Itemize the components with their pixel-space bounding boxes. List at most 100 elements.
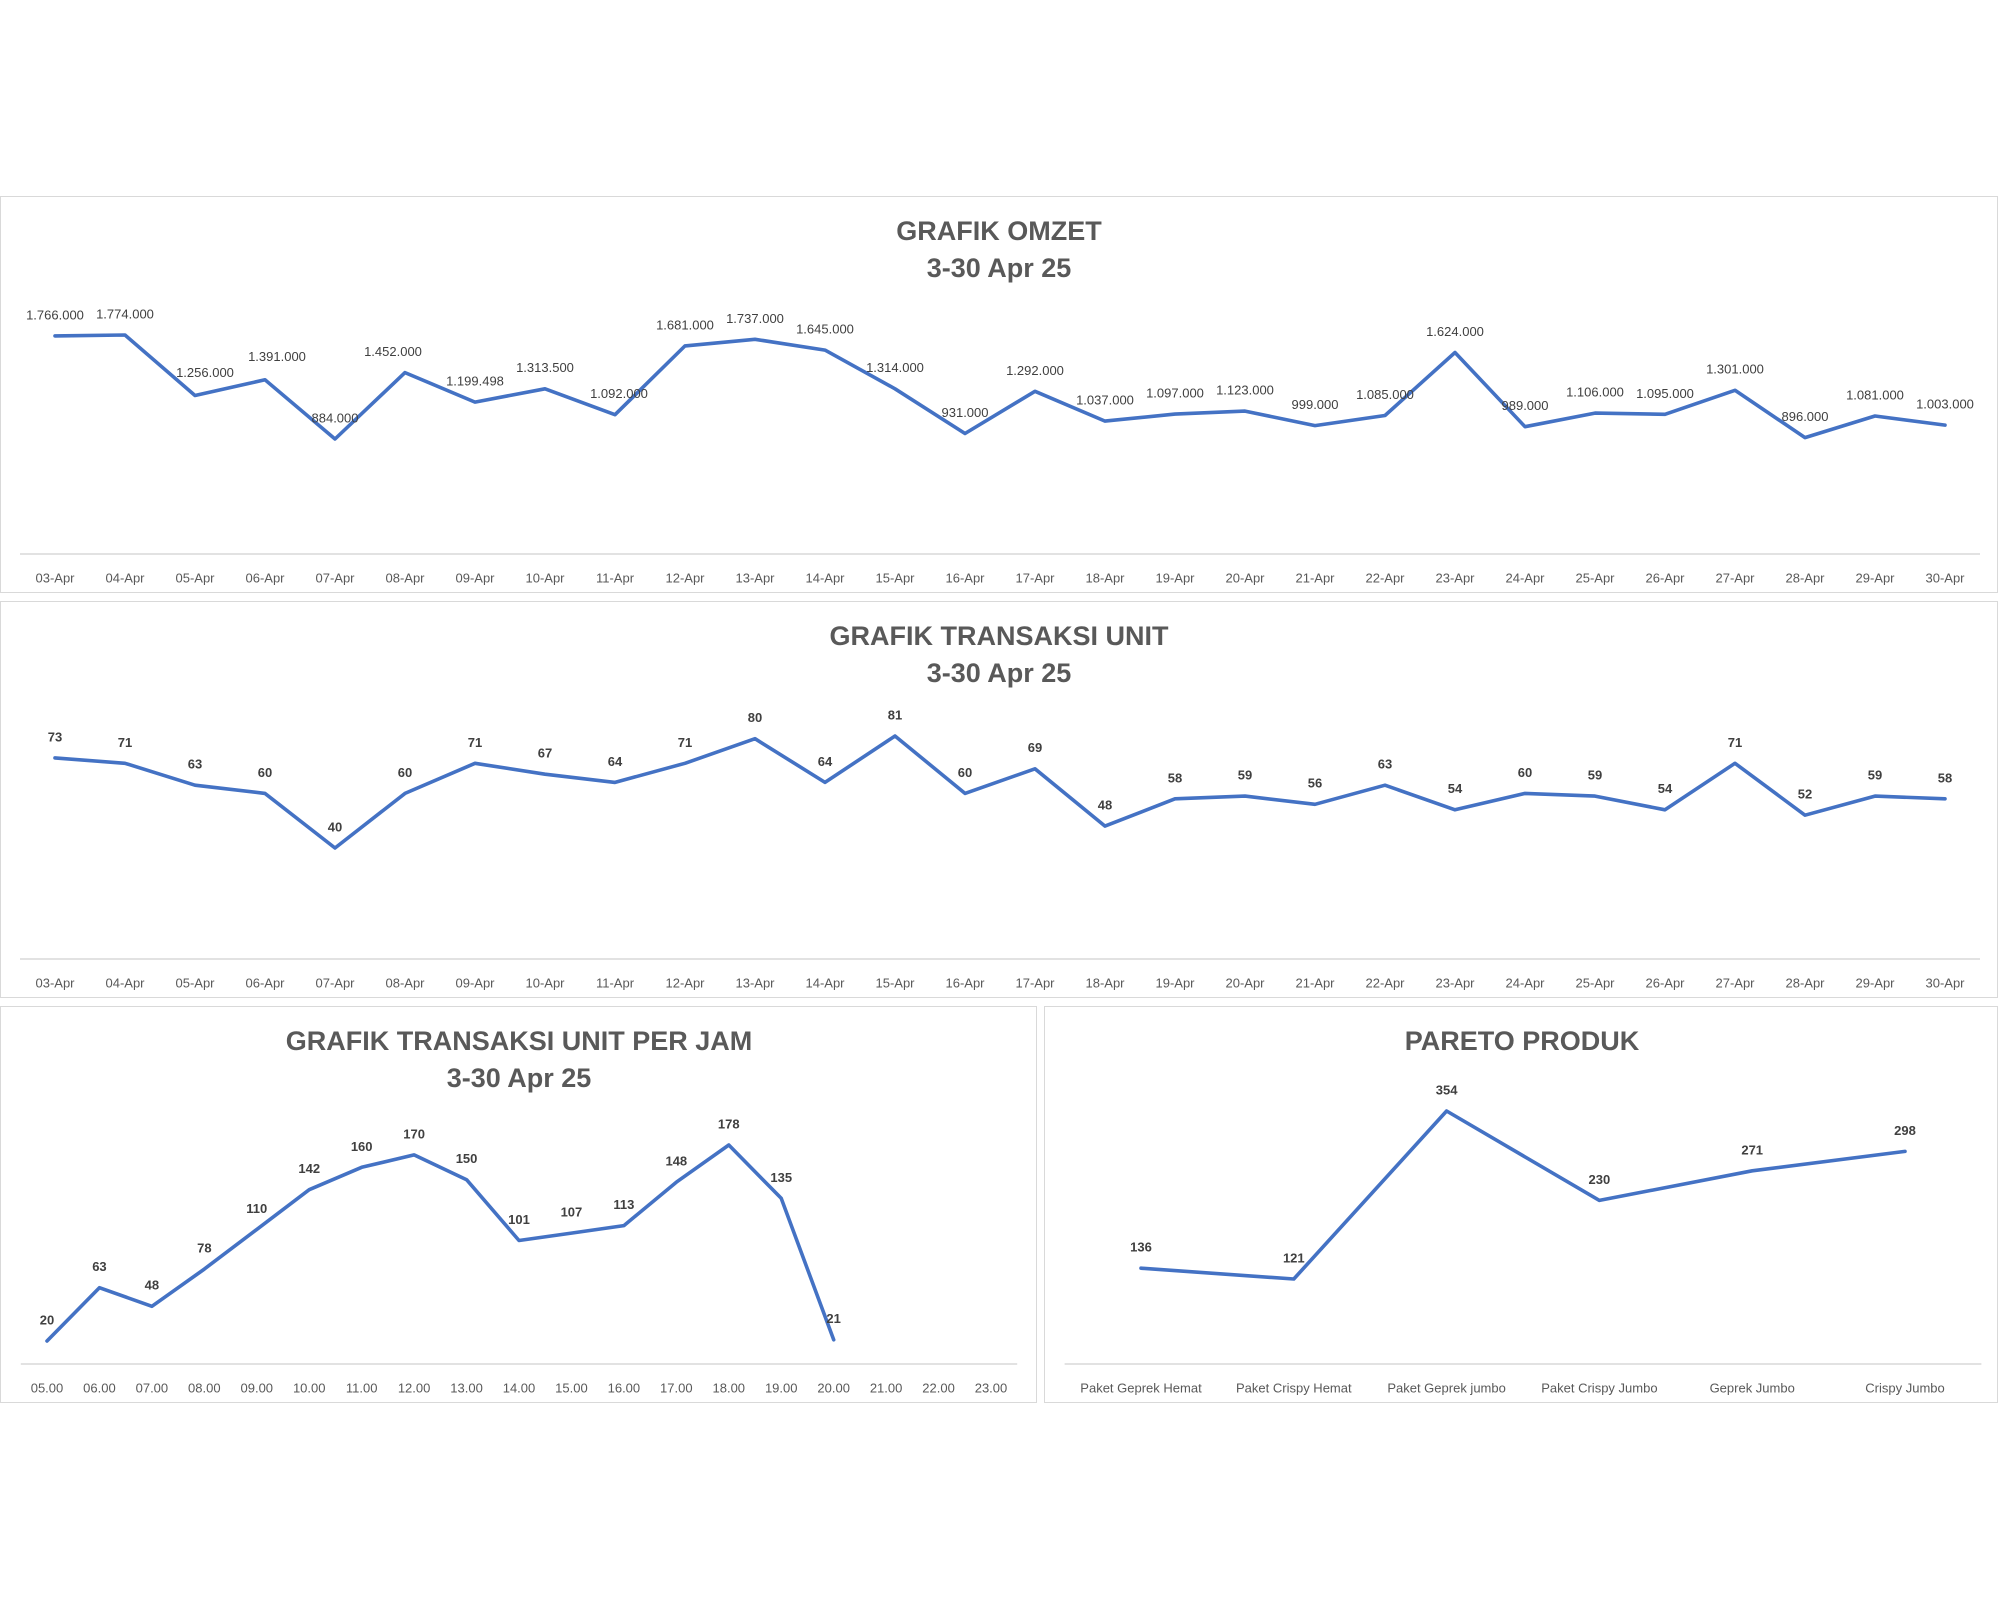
omzet-data-label: 1.003.000 <box>1916 397 1974 412</box>
transaksi-per-jam-tick-label: 20.00 <box>817 1380 850 1395</box>
omzet-data-label: 1.774.000 <box>96 306 154 321</box>
pareto-produk-chart-svg: PARETO PRODUK Paket Geprek Hemat Paket Cri… <box>1064 1026 1982 1395</box>
omzet-data-label: 1.037.000 <box>1076 393 1134 408</box>
transaksi-per-jam-tick-label: 09.00 <box>241 1380 274 1395</box>
omzet-data-label: 999.000 <box>1292 397 1339 412</box>
transaksi-unit-tick-label: 06-Apr <box>245 975 285 990</box>
pareto-produk-tick-label: Paket Crispy Jumbo <box>1541 1380 1657 1395</box>
transaksi-unit-data-label: 80 <box>748 710 762 725</box>
omzet-tick-label: 09-Apr <box>455 570 495 585</box>
omzet-data-label: 1.391.000 <box>248 349 306 364</box>
omzet-data-label: 1.737.000 <box>726 311 784 326</box>
transaksi-unit-data-label: 59 <box>1588 768 1602 783</box>
pareto-produk-tick-label: Paket Geprek Hemat <box>1080 1380 1202 1395</box>
pareto-produk-data-label: 354 <box>1436 1082 1458 1097</box>
chart-panel-omzet: GRAFIK OMZET 3-30 Apr 25 03-Apr 04-Apr 05-Ap… <box>0 196 1998 593</box>
transaksi-unit-tick-label: 12-Apr <box>665 975 705 990</box>
transaksi-per-jam-title: GRAFIK TRANSAKSI UNIT PER JAM <box>286 1026 753 1056</box>
pareto-produk-data-label: 136 <box>1130 1240 1152 1255</box>
transaksi-per-jam-tick-label: 19.00 <box>765 1380 798 1395</box>
transaksi-unit-data-label: 59 <box>1868 768 1882 783</box>
transaksi-per-jam-tick-label: 22.00 <box>922 1380 955 1395</box>
omzet-data-label: 1.085.000 <box>1356 387 1414 402</box>
omzet-data-label: 1.313.500 <box>516 360 574 375</box>
chart-panel-pareto-produk: PARETO PRODUK Paket Geprek Hemat Paket Cri… <box>1044 1006 1998 1403</box>
transaksi-per-jam-data-label: 113 <box>613 1197 634 1212</box>
transaksi-unit-data-label: 63 <box>1378 757 1392 772</box>
transaksi-unit-tick-label: 30-Apr <box>1925 975 1965 990</box>
omzet-title: GRAFIK OMZET <box>896 216 1102 246</box>
transaksi-unit-data-label: 54 <box>1658 781 1673 796</box>
transaksi-per-jam-tick-label: 14.00 <box>503 1380 536 1395</box>
transaksi-unit-chart-svg: GRAFIK TRANSAKSI UNIT 3-30 Apr 25 03-Apr 04… <box>20 621 1980 990</box>
transaksi-unit-tick-label: 26-Apr <box>1645 975 1685 990</box>
transaksi-per-jam-tick-label: 16.00 <box>608 1380 641 1395</box>
transaksi-per-jam-tick-label: 21.00 <box>870 1380 903 1395</box>
omzet-tick-label: 25-Apr <box>1575 570 1615 585</box>
omzet-tick-label: 19-Apr <box>1155 570 1195 585</box>
omzet-tick-label: 04-Apr <box>105 570 145 585</box>
transaksi-unit-data-label: 71 <box>468 735 482 750</box>
transaksi-per-jam-tick-label: 12.00 <box>398 1380 431 1395</box>
omzet-tick-label: 05-Apr <box>175 570 215 585</box>
omzet-tick-label: 11-Apr <box>596 570 635 585</box>
transaksi-per-jam-data-label: 148 <box>665 1154 687 1169</box>
omzet-data-label: 1.092.000 <box>590 386 648 401</box>
transaksi-unit-data-label: 60 <box>258 765 272 780</box>
transaksi-unit-series-line <box>53 734 1947 850</box>
pareto-produk-tick-label: Geprek Jumbo <box>1710 1380 1795 1395</box>
omzet-data-label: 1.452.000 <box>364 344 422 359</box>
omzet-tick-label: 14-Apr <box>805 570 845 585</box>
omzet-tick-label: 27-Apr <box>1715 570 1755 585</box>
omzet-tick-label: 06-Apr <box>245 570 285 585</box>
transaksi-unit-data-label: 54 <box>1448 781 1463 796</box>
pareto-produk-tick-label: Paket Crispy Hemat <box>1236 1380 1352 1395</box>
omzet-tick-label: 26-Apr <box>1645 570 1685 585</box>
transaksi-per-jam-data-label: 48 <box>145 1278 159 1293</box>
transaksi-unit-tick-label: 05-Apr <box>175 975 215 990</box>
omzet-tick-label: 17-Apr <box>1015 570 1055 585</box>
pareto-produk-data-label: 230 <box>1589 1172 1611 1187</box>
omzet-tick-label: 03-Apr <box>35 570 75 585</box>
transaksi-per-jam-tick-label: 13.00 <box>450 1380 483 1395</box>
transaksi-unit-tick-label: 23-Apr <box>1435 975 1475 990</box>
omzet-data-label: 1.123.000 <box>1216 383 1274 398</box>
transaksi-per-jam-data-label: 78 <box>197 1240 211 1255</box>
transaksi-per-jam-data-label: 150 <box>456 1151 478 1166</box>
omzet-tick-label: 12-Apr <box>665 570 705 585</box>
transaksi-unit-data-label: 71 <box>678 735 692 750</box>
omzet-tick-label: 29-Apr <box>1855 570 1895 585</box>
transaksi-unit-data-label: 64 <box>608 754 623 769</box>
transaksi-per-jam-data-label: 101 <box>508 1212 530 1227</box>
omzet-data-label: 1.624.000 <box>1426 324 1484 339</box>
omzet-tick-label: 07-Apr <box>315 570 355 585</box>
transaksi-unit-tick-label: 21-Apr <box>1295 975 1335 990</box>
omzet-tick-label: 18-Apr <box>1085 570 1125 585</box>
transaksi-unit-data-label: 48 <box>1098 798 1112 813</box>
transaksi-unit-tick-label: 04-Apr <box>105 975 145 990</box>
transaksi-unit-data-label: 71 <box>1728 735 1742 750</box>
transaksi-unit-data-label: 73 <box>48 729 62 744</box>
transaksi-per-jam-chart-svg: GRAFIK TRANSAKSI UNIT PER JAM 3-30 Apr 25… <box>20 1026 1018 1395</box>
transaksi-unit-tick-label: 07-Apr <box>315 975 355 990</box>
omzet-data-label: 896.000 <box>1782 409 1829 424</box>
omzet-tick-label: 21-Apr <box>1295 570 1335 585</box>
transaksi-unit-data-label: 71 <box>118 735 132 750</box>
omzet-tick-label: 08-Apr <box>385 570 425 585</box>
transaksi-unit-data-label: 81 <box>888 707 902 722</box>
transaksi-unit-data-label: 56 <box>1308 776 1322 791</box>
transaksi-per-jam-data-label: 21 <box>826 1311 840 1326</box>
omzet-tick-label: 23-Apr <box>1435 570 1475 585</box>
transaksi-per-jam-data-label: 135 <box>770 1170 792 1185</box>
omzet-data-label: 931.000 <box>942 405 989 420</box>
transaksi-per-jam-tick-label: 17.00 <box>660 1380 693 1395</box>
transaksi-per-jam-tick-label: 18.00 <box>713 1380 746 1395</box>
transaksi-per-jam-subtitle: 3-30 Apr 25 <box>447 1063 592 1093</box>
omzet-data-label: 1.081.000 <box>1846 387 1904 402</box>
pareto-produk-series-line <box>1139 1109 1907 1281</box>
transaksi-per-jam-data-label: 107 <box>561 1205 583 1220</box>
transaksi-unit-tick-label: 10-Apr <box>525 975 565 990</box>
omzet-tick-label: 15-Apr <box>875 570 915 585</box>
transaksi-unit-data-label: 64 <box>818 754 833 769</box>
transaksi-per-jam-tick-label: 23.00 <box>975 1380 1008 1395</box>
